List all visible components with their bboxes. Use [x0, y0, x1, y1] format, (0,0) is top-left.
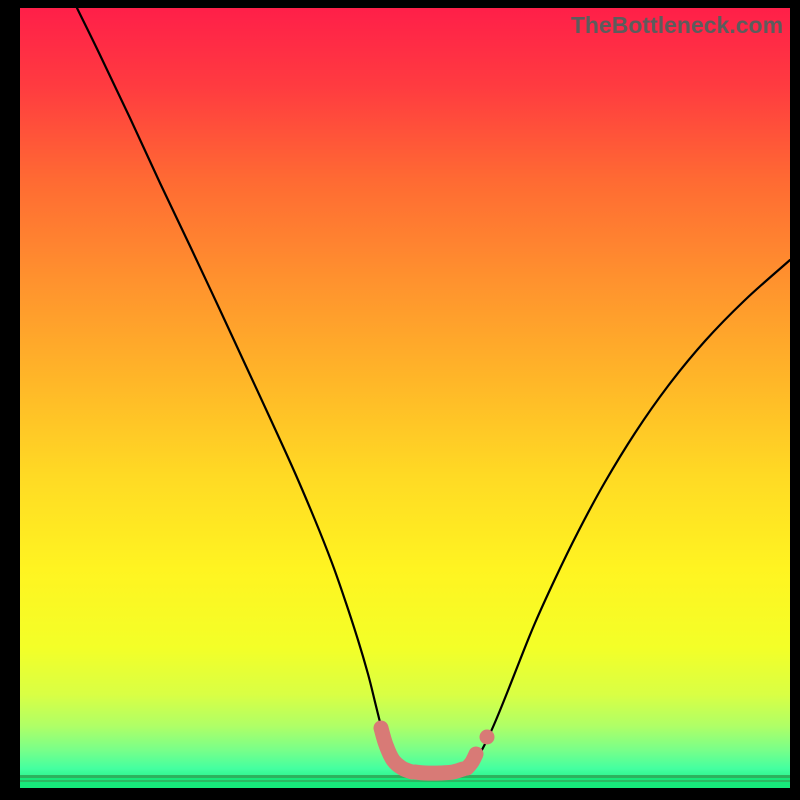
- optimal-range-highlight: [415, 769, 463, 773]
- optimal-range-highlight: [467, 754, 476, 768]
- ground-bar: [20, 780, 790, 782]
- bottleneck-curve: [77, 8, 790, 773]
- optimal-range-highlight: [381, 728, 412, 772]
- ground-bar: [20, 782, 790, 788]
- optimal-range-dot: [480, 730, 495, 745]
- ground-bar: [20, 778, 790, 780]
- watermark-text: TheBottleneck.com: [571, 12, 783, 39]
- chart-svg: [20, 8, 790, 788]
- plot-area: TheBottleneck.com: [20, 8, 790, 788]
